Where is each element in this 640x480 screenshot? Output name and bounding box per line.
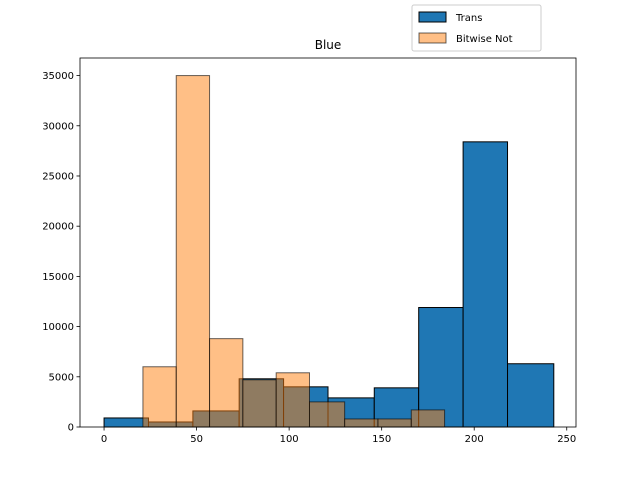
y-tick-label: 0 bbox=[68, 423, 74, 434]
bar-bitwise-not-5 bbox=[308, 401, 346, 428]
x-tick-label: 200 bbox=[465, 434, 484, 445]
legend-swatch-bitwise-not bbox=[418, 32, 447, 44]
bar-bitwise-not-4 bbox=[275, 372, 310, 428]
x-tick-label: 250 bbox=[557, 434, 576, 445]
y-tick-label: 35000 bbox=[42, 71, 74, 82]
x-tick-label: 150 bbox=[372, 434, 391, 445]
x-axis: 0 50 100 150 200 250 bbox=[101, 427, 576, 445]
chart-title: Blue bbox=[315, 38, 342, 52]
y-tick-label: 5000 bbox=[49, 372, 74, 383]
bar-bitwise-not-3 bbox=[242, 379, 277, 428]
x-tick-label: 50 bbox=[190, 434, 203, 445]
x-tick-label: 0 bbox=[101, 434, 107, 445]
y-tick-label: 30000 bbox=[42, 121, 74, 132]
legend-label-bitwise-not: Bitwise Not bbox=[456, 34, 513, 45]
y-axis: 0 5000 10000 15000 20000 25000 30000 35000 bbox=[42, 71, 80, 434]
legend-label-trans: Trans bbox=[455, 13, 482, 24]
bar-bitwise-not-2 bbox=[209, 338, 244, 428]
bar-trans-9 bbox=[507, 363, 555, 428]
y-tick-label: 15000 bbox=[42, 272, 74, 283]
bar-trans-0 bbox=[103, 417, 149, 428]
y-tick-label: 10000 bbox=[42, 322, 74, 333]
series-bitwise-not bbox=[142, 75, 446, 428]
bar-bitwise-not-0 bbox=[142, 366, 177, 428]
x-tick-label: 100 bbox=[280, 434, 299, 445]
bar-bitwise-not-6 bbox=[344, 418, 379, 428]
bar-bitwise-not-8 bbox=[410, 409, 446, 428]
bar-bitwise-not-1 bbox=[175, 75, 211, 428]
bar-bitwise-not-7 bbox=[377, 418, 412, 428]
y-tick-label: 20000 bbox=[42, 222, 74, 233]
bar-trans-7 bbox=[418, 307, 464, 428]
y-tick-label: 25000 bbox=[42, 171, 74, 182]
axes-frame bbox=[79, 57, 577, 428]
legend: Trans Bitwise Not bbox=[411, 4, 542, 52]
bars-group bbox=[103, 75, 555, 428]
bar-trans-8 bbox=[462, 141, 509, 428]
legend-swatch-trans bbox=[418, 11, 447, 23]
